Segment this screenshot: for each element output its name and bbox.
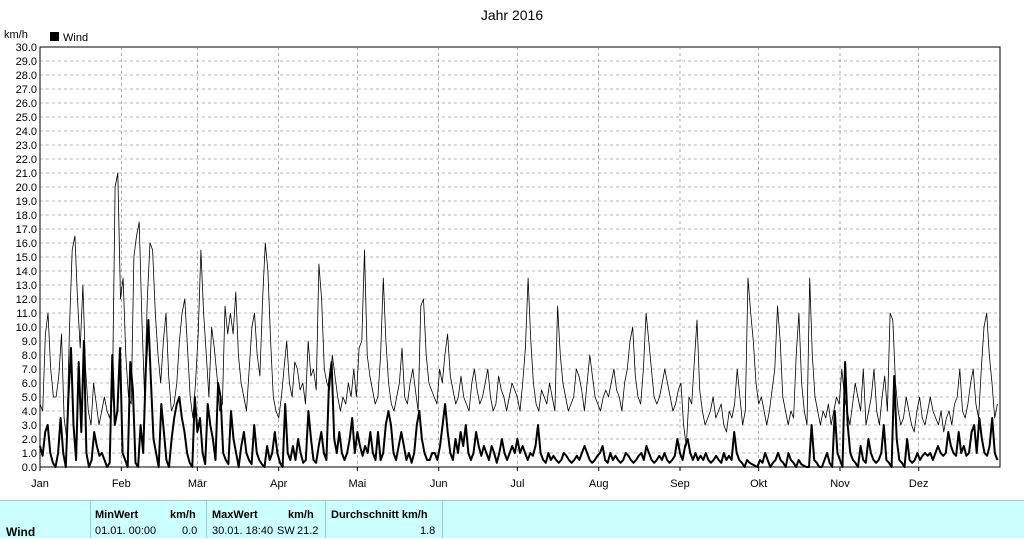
legend: Wind — [50, 32, 88, 44]
legend-label-wind: Wind — [63, 32, 88, 44]
y-tick-label: 30.0 — [16, 42, 37, 54]
y-tick-label: 25.0 — [16, 112, 37, 124]
y-tick-label: 14.0 — [16, 266, 37, 278]
y-tick-label: 18.0 — [16, 210, 37, 222]
average-header: Durchschnitt km/h — [331, 509, 428, 521]
max-header: MaxWert — [212, 509, 258, 521]
y-tick-label: 13.0 — [16, 280, 37, 292]
x-tick-label: Jun — [430, 478, 448, 490]
average-value: 1.8 — [420, 525, 436, 537]
y-tick-label: 0.0 — [22, 462, 37, 474]
legend-swatch-wind — [50, 32, 59, 41]
y-tick-label: 23.0 — [16, 140, 37, 152]
x-tick-label: Okt — [750, 478, 767, 490]
y-tick-label: 19.0 — [16, 196, 37, 208]
min-value: 0.0 — [182, 525, 198, 537]
max-cell: MaxWert km/h 30.01. 18:40 SW 21.2 — [206, 501, 325, 538]
wind-chart: Jahr 2016 km/h Wind 0.0 1.0 2.0 3.0 4.0 5.0 6.… — [4, 7, 1001, 490]
x-tick-label: Dez — [909, 478, 929, 490]
max-direction: SW — [277, 525, 295, 537]
y-tick-label: 8.0 — [22, 350, 37, 362]
x-tick-label: Mai — [349, 478, 367, 490]
y-tick-label: 22.0 — [16, 154, 37, 166]
y-tick-label: 9.0 — [22, 336, 37, 348]
series-line-wind-peak — [39, 172, 998, 447]
max-date: 30.01. 18:40 — [212, 525, 274, 537]
x-tick-label: Aug — [589, 478, 609, 490]
y-axis-unit-label: km/h — [4, 29, 28, 41]
x-tick-label: Jan — [31, 478, 49, 490]
x-axis-ticks: Jan Feb Mär Apr Mai Jun Jul Aug Sep Okt Nov Dez — [31, 467, 928, 490]
x-tick-label: Jul — [510, 478, 524, 490]
y-tick-label: 26.0 — [16, 98, 37, 110]
y-tick-label: 3.0 — [22, 420, 37, 432]
max-value: 21.2 — [297, 525, 319, 537]
y-tick-label: 2.0 — [22, 434, 37, 446]
x-tick-label: Feb — [112, 478, 131, 490]
y-tick-label: 12.0 — [16, 294, 37, 306]
y-tick-label: 5.0 — [22, 392, 37, 404]
max-unit-header: km/h — [288, 509, 314, 521]
y-tick-label: 20.0 — [16, 182, 37, 194]
y-tick-label: 28.0 — [16, 70, 37, 82]
y-tick-label: 1.0 — [22, 448, 37, 460]
stats-row-label: Wind — [6, 525, 36, 539]
y-tick-label: 29.0 — [16, 56, 37, 68]
min-date: 01.01. 00:00 — [95, 525, 157, 537]
x-tick-label: Apr — [270, 478, 287, 490]
y-tick-label: 7.0 — [22, 364, 37, 376]
y-tick-label: 6.0 — [22, 378, 37, 390]
y-axis-ticks: 0.0 1.0 2.0 3.0 4.0 5.0 6.0 7.0 8.0 9.0 10.0 11.0 12… — [16, 42, 37, 474]
x-tick-label: Mär — [188, 478, 207, 490]
y-tick-label: 24.0 — [16, 126, 37, 138]
y-tick-label: 15.0 — [16, 252, 37, 264]
chart-title: Jahr 2016 — [481, 7, 543, 23]
min-header: MinWert — [95, 509, 139, 521]
x-tick-label: Sep — [670, 478, 690, 490]
average-cell: Durchschnitt km/h 1.8 — [325, 501, 443, 538]
x-tick-label: Nov — [830, 478, 850, 490]
min-cell: MinWert km/h 01.01. 00:00 0.0 — [90, 501, 206, 538]
series-lines — [39, 172, 999, 468]
y-tick-label: 10.0 — [16, 322, 37, 334]
y-tick-label: 27.0 — [16, 84, 37, 96]
y-tick-label: 11.0 — [16, 308, 37, 320]
y-tick-label: 17.0 — [16, 224, 37, 236]
min-unit-header: km/h — [170, 509, 196, 521]
y-tick-label: 4.0 — [22, 406, 37, 418]
y-tick-label: 16.0 — [16, 238, 37, 250]
grid — [40, 47, 1000, 467]
series-line-wind — [39, 319, 999, 468]
y-tick-label: 21.0 — [16, 168, 37, 180]
statistics-bar: Wind MinWert km/h 01.01. 00:00 0.0 MaxWe… — [0, 500, 1024, 539]
